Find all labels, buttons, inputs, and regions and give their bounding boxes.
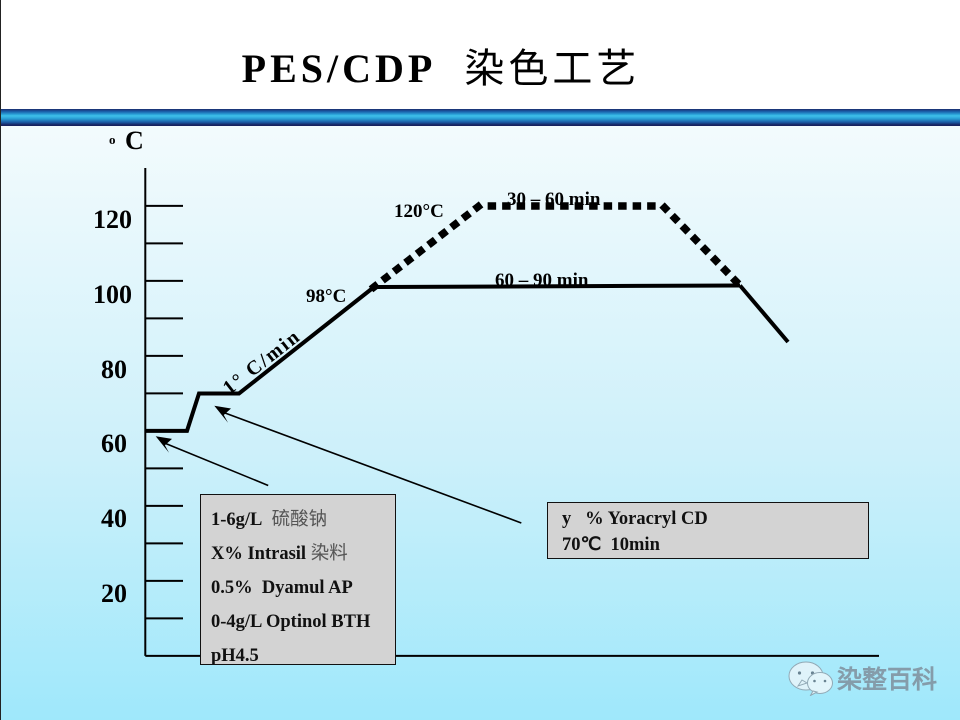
svg-text:染整百科: 染整百科: [837, 666, 937, 694]
